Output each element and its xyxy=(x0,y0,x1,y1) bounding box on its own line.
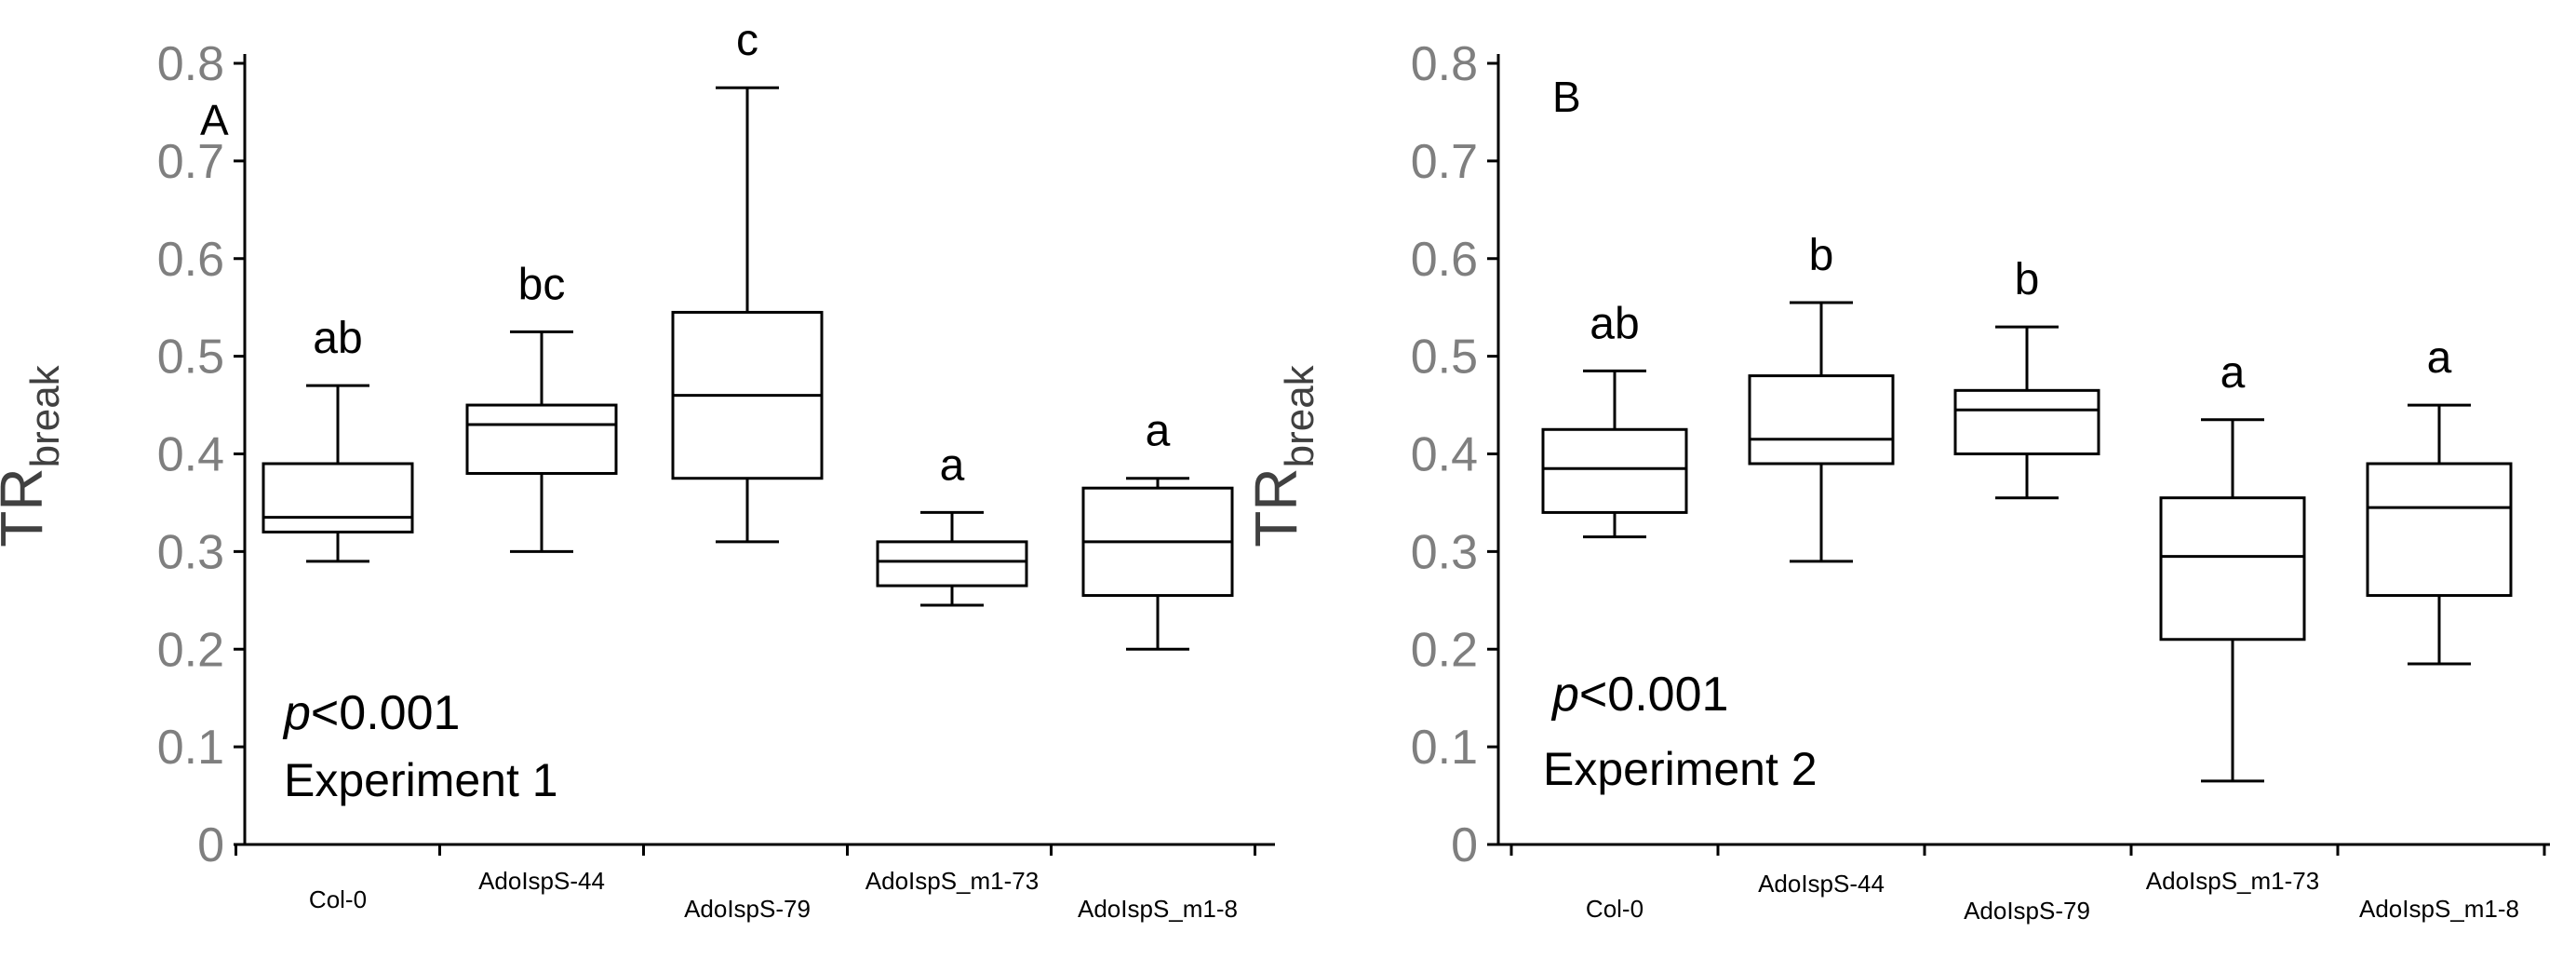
y-tick-label: 0.3 xyxy=(1411,525,1478,579)
iqr-box xyxy=(262,462,414,534)
y-tick-label: 0 xyxy=(1451,818,1478,872)
y-tick-label: 0.3 xyxy=(157,525,224,579)
box-col-0: ab xyxy=(1541,299,1688,539)
y-tick-label: 0.6 xyxy=(1411,233,1478,287)
significance-letter: ab xyxy=(1590,299,1639,348)
y-tick-label: 0.8 xyxy=(157,37,224,91)
y-tick-label: 0.4 xyxy=(157,428,224,482)
significance-letter: b xyxy=(1809,231,1834,280)
y-tick-label: 0.8 xyxy=(1411,37,1478,91)
experiment-label: Experiment 1 xyxy=(284,754,558,806)
iqr-box xyxy=(1541,427,1688,514)
panel-label: B xyxy=(1552,73,1581,121)
iqr-box xyxy=(2159,496,2306,642)
x-category-label: AdoIspS-79 xyxy=(1964,897,2090,925)
x-category-label: AdoIspS_m1-8 xyxy=(1078,895,1238,923)
y-axis-label-main: TR xyxy=(1242,467,1309,547)
iqr-box xyxy=(876,540,1028,588)
significance-letter: a xyxy=(940,440,965,490)
box-adoisps-m1-8: a xyxy=(2366,333,2513,666)
x-category-label: AdoIspS-44 xyxy=(1758,870,1885,898)
significance-letter: bc xyxy=(518,260,566,309)
y-axis-label-subscript: break xyxy=(1277,364,1322,467)
p-symbol: p xyxy=(282,686,311,740)
p-symbol: p xyxy=(1550,668,1579,722)
box-adoisps-79: c xyxy=(671,16,824,544)
box-adoisps-m1-8: a xyxy=(1081,407,1234,651)
y-tick-label: 0.2 xyxy=(157,623,224,677)
iqr-box xyxy=(1953,388,2100,455)
y-axis-label-main: TR xyxy=(0,467,55,547)
y-axis-label: TRbreak xyxy=(1242,364,1322,547)
iqr-box xyxy=(1748,374,1895,466)
y-tick-label: 0.5 xyxy=(157,331,224,385)
significance-letter: c xyxy=(736,16,758,65)
p-value-annotation: p<0.001 xyxy=(282,686,460,740)
iqr-box xyxy=(2366,462,2513,598)
y-tick-label: 0.7 xyxy=(1411,135,1478,189)
chart-panel-b: 00.10.20.30.40.50.60.70.8TRbreakBabCol-0… xyxy=(1242,37,2550,925)
significance-letter: a xyxy=(2427,333,2452,383)
panel-label: A xyxy=(200,96,229,144)
y-tick-label: 0.1 xyxy=(157,721,224,775)
y-tick-label: 0.5 xyxy=(1411,331,1478,385)
box-adoisps-m1-73: a xyxy=(876,440,1028,607)
significance-letter: ab xyxy=(313,314,362,363)
box-adoisps-m1-73: a xyxy=(2159,348,2306,783)
y-tick-label: 0.4 xyxy=(1411,428,1478,482)
p-value: <0.001 xyxy=(1579,668,1729,722)
box-adoisps-79: b xyxy=(1953,255,2100,500)
x-category-label: AdoIspS_m1-8 xyxy=(2359,895,2519,923)
box-adoisps-44: b xyxy=(1748,231,1895,563)
chart-panel-a: 0 0.1 0.2 0.3 0.4 0.5 0.6 0.7 0.8 TRbreak Aab Col-0… xyxy=(0,16,1275,923)
p-value: <0.001 xyxy=(311,686,461,740)
y-tick-label: 0.1 xyxy=(1411,721,1478,775)
p-value-annotation: p<0.001 xyxy=(1550,668,1728,722)
y-tick-label: 0 xyxy=(197,818,224,872)
x-category-label: Col-0 xyxy=(309,885,367,913)
x-category-label: AdoIspS-79 xyxy=(684,895,811,923)
significance-letter: a xyxy=(2220,348,2246,398)
y-axis-label: TRbreak xyxy=(0,364,68,547)
y-tick-label: 0.7 xyxy=(157,135,224,189)
box-col-0: ab xyxy=(262,314,414,563)
y-axis-label-subscript: break xyxy=(22,364,68,467)
box-adoisps-44: bc xyxy=(465,260,618,553)
x-category-label: AdoIspS_m1-73 xyxy=(865,867,1039,895)
x-category-label: Col-0 xyxy=(1586,895,1644,923)
x-category-label: AdoIspS-44 xyxy=(478,867,605,895)
y-tick-label: 0.2 xyxy=(1411,623,1478,677)
x-category-label: AdoIspS_m1-73 xyxy=(2146,867,2319,895)
significance-letter: b xyxy=(2015,255,2040,304)
iqr-box xyxy=(465,403,618,475)
experiment-label: Experiment 2 xyxy=(1543,743,1818,795)
significance-letter: a xyxy=(1146,407,1171,456)
y-tick-label: 0.6 xyxy=(157,233,224,287)
